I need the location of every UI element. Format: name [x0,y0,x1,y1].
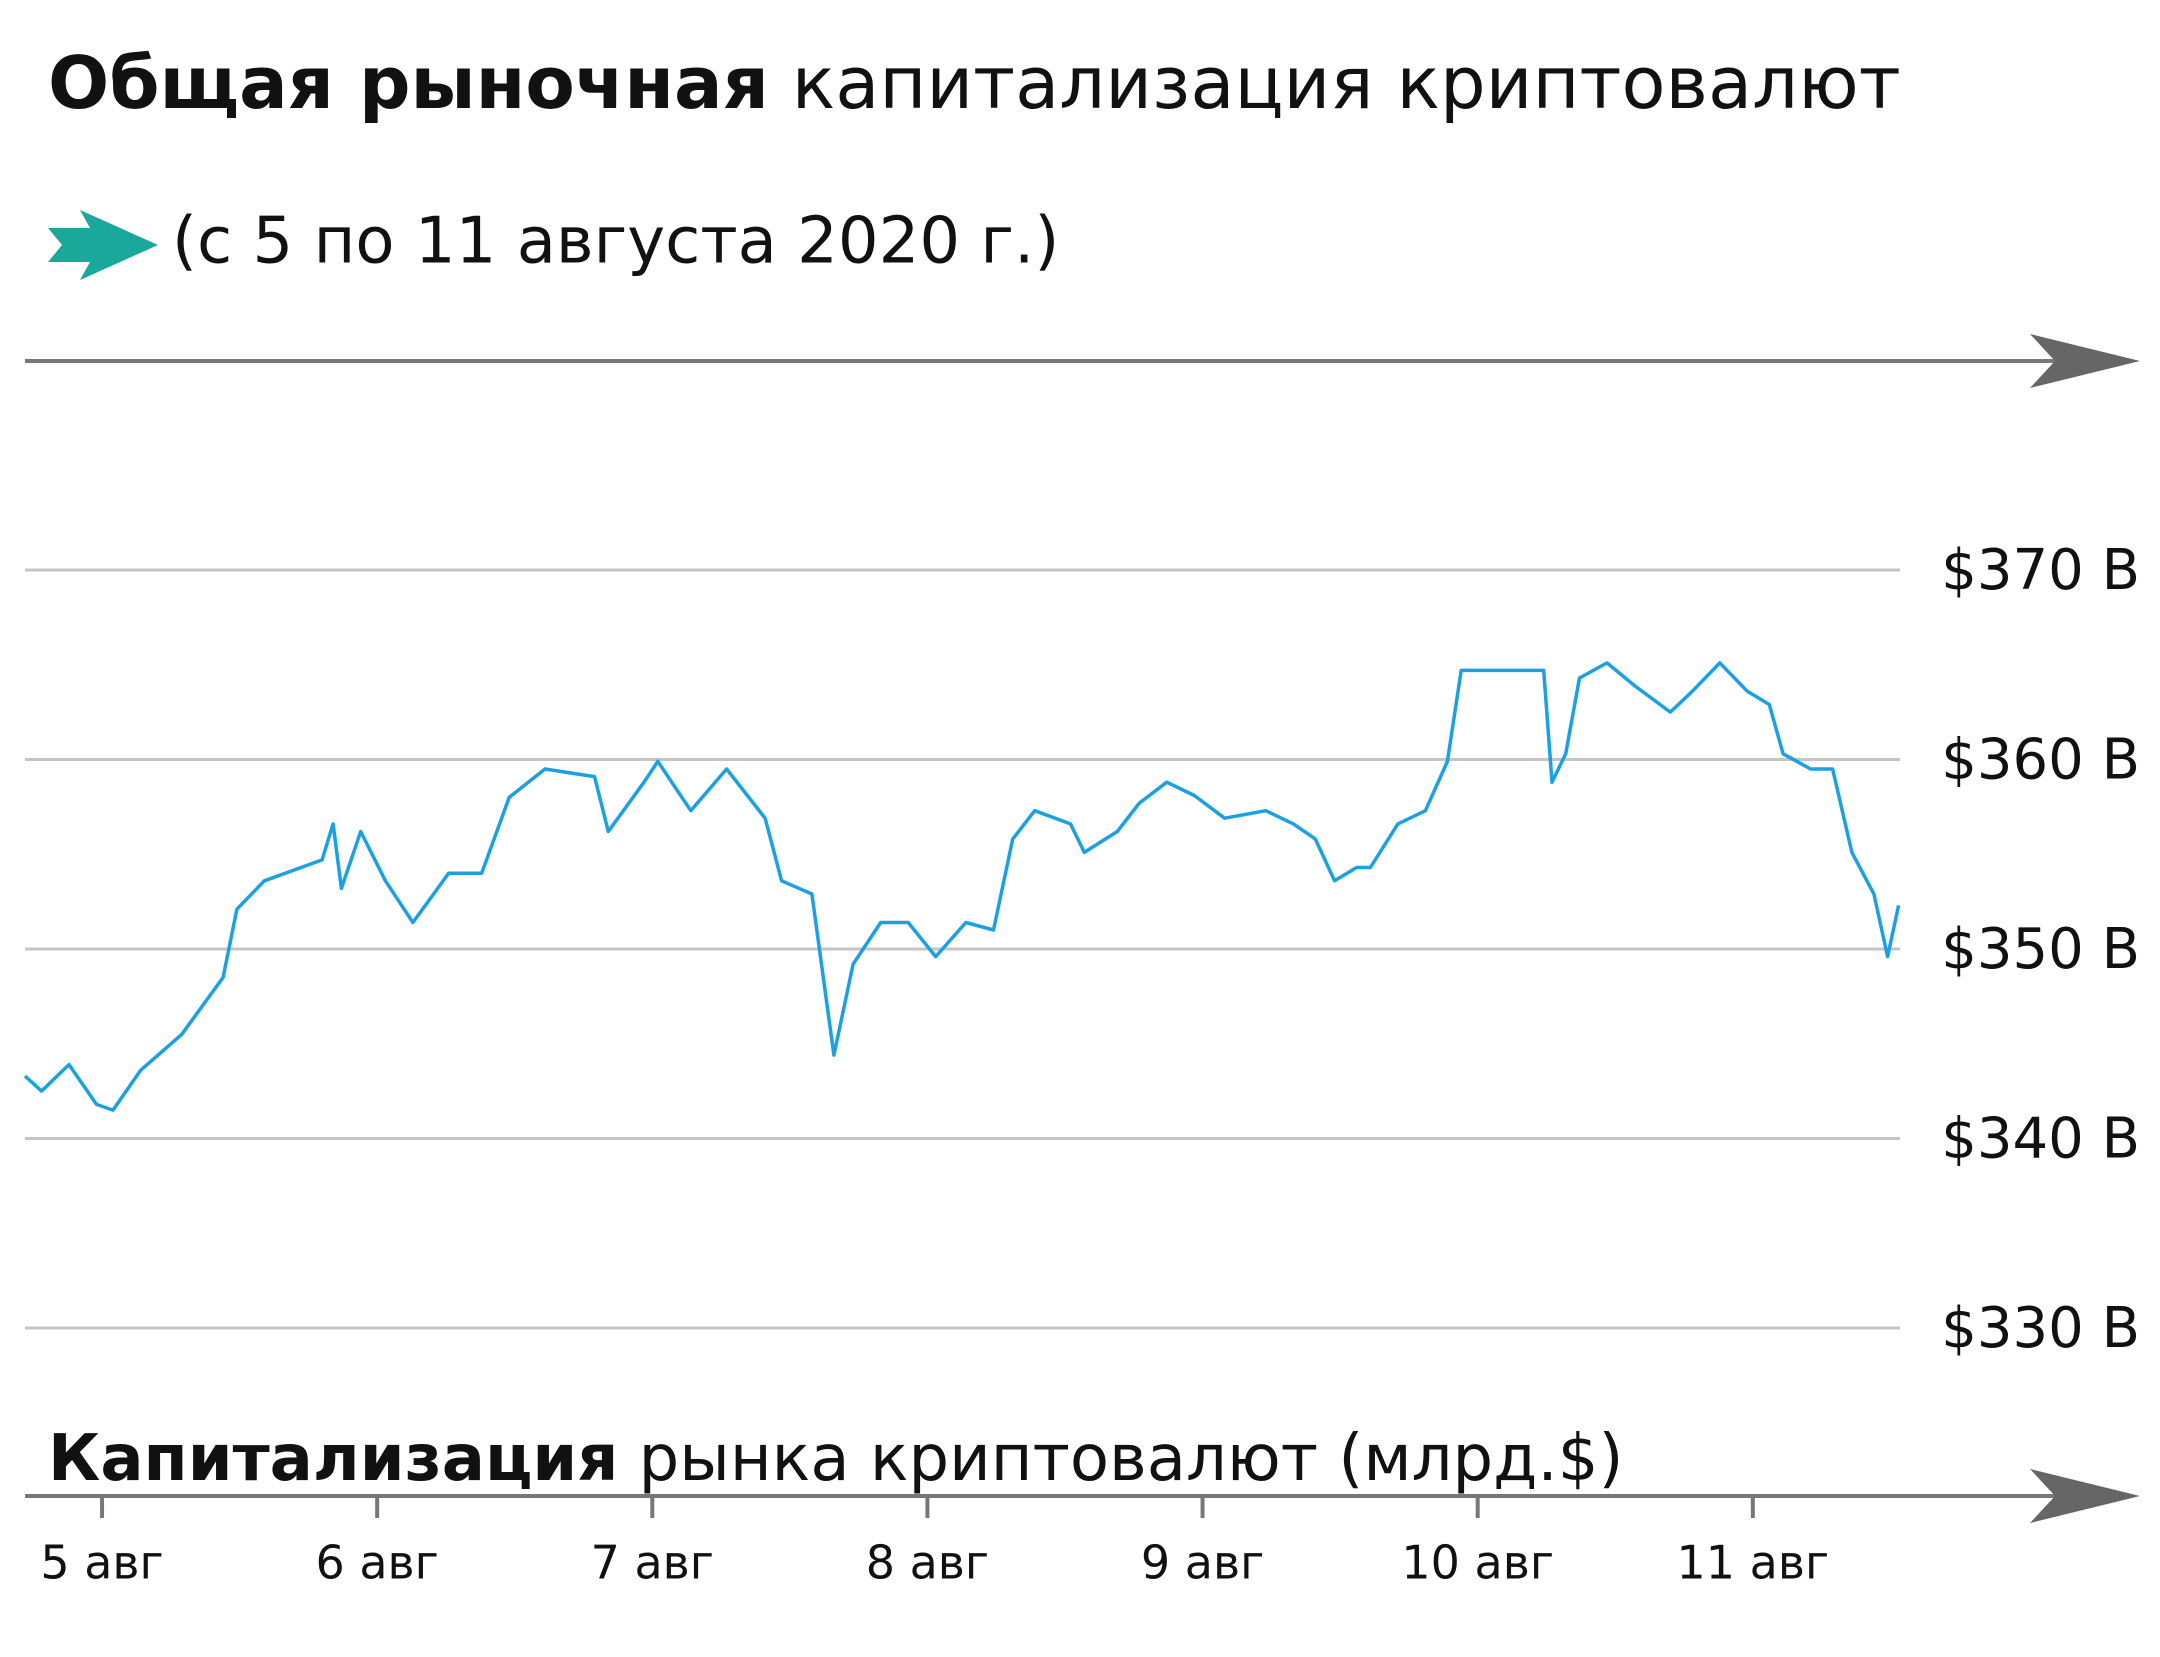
x-tick-label: 8 авг [866,1536,989,1590]
divider-arrow [2030,334,2140,388]
title-rest: капитализация криптовалют [792,41,1901,125]
x-tick-label: 7 авг [591,1536,714,1590]
chart-subtitle: (с 5 по 11 августа 2020 г.) [172,205,1059,279]
axis-label-rest: рынка криптовалют (млрд.$) [639,1422,1624,1496]
y-tick-label: $360 B [1941,728,2140,793]
x-tick-label: 11 авг [1677,1536,1830,1590]
y-tick-label: $330 B [1941,1296,2140,1361]
x-tick-label: 5 авг [40,1536,163,1590]
axis-label-bold: Капитализация [48,1422,618,1496]
title-bold: Общая рыночная [48,41,769,125]
y-tick-label: $370 B [1941,538,2140,603]
chart-title: Общая рыночная капитализация криптовалют [48,41,1901,125]
axis-label: Капитализация рынка криптовалют (млрд.$) [48,1422,1623,1496]
y-tick-label: $350 B [1941,917,2140,982]
x-tick-label: 10 авг [1401,1536,1554,1590]
x-tick-label: 6 авг [315,1536,438,1590]
x-tick-label: 9 авг [1141,1536,1264,1590]
arrow-icon [48,210,158,280]
data-line [23,661,1901,1112]
y-tick-label: $340 B [1941,1107,2140,1172]
x-axis-arrow [2030,1469,2140,1523]
